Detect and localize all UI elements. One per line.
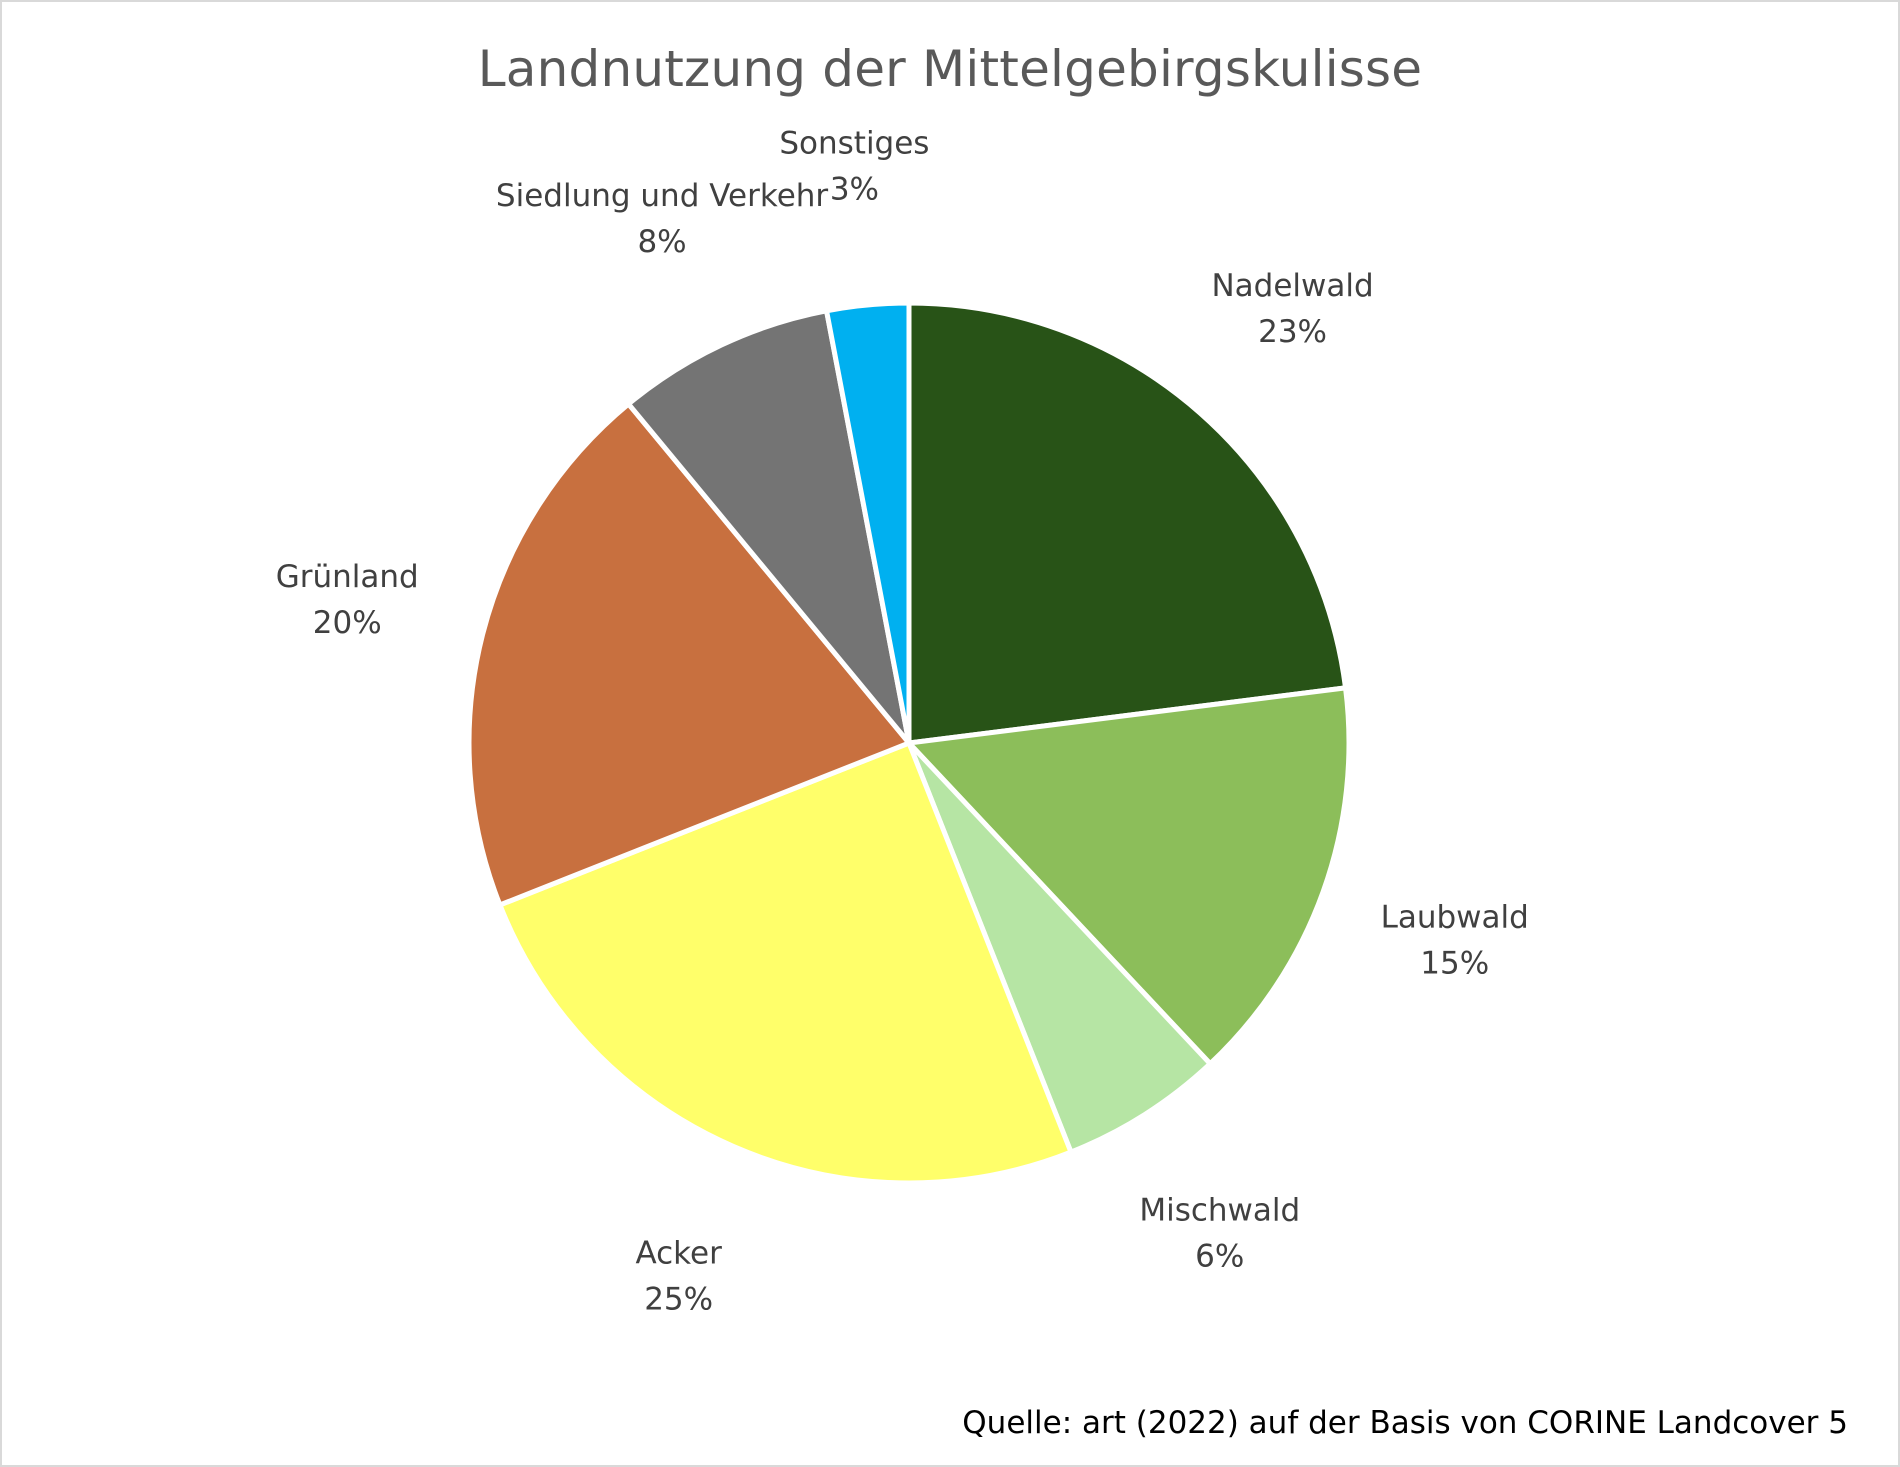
- data-label-category: Grünland: [276, 559, 419, 595]
- data-label-value: 25%: [644, 1281, 713, 1317]
- data-label-value: 20%: [313, 605, 382, 641]
- data-label-category: Mischwald: [1139, 1193, 1300, 1229]
- data-label-laubwald: Laubwald 15%: [1381, 899, 1529, 981]
- chart-title: Landnutzung der Mittelgebirgskulisse: [477, 40, 1423, 98]
- pie-slice-gruenland: [466, 401, 912, 908]
- pie-slice-laubwald: [906, 685, 1352, 1067]
- data-label-value: 3%: [830, 172, 879, 208]
- pie-labels: Nadelwald 23% Laubwald 15% Mischwald 6% Acker 2…: [276, 126, 1529, 1318]
- data-label-value: 6%: [1195, 1239, 1244, 1275]
- pie-slice-mischwald: [906, 740, 1213, 1155]
- data-label-category: Siedlung und Verkehr: [496, 178, 828, 214]
- pie-slices: [466, 300, 1352, 1186]
- data-label-value: 23%: [1258, 314, 1327, 350]
- source-note: Quelle: art (2022) auf der Basis von COR…: [962, 1405, 1848, 1441]
- data-label-mischwald: Mischwald 6%: [1139, 1193, 1300, 1275]
- data-label-sonstiges: Sonstiges 3%: [779, 126, 929, 208]
- data-label-siedlung-und-verkehr: Siedlung und Verkehr 8%: [496, 178, 828, 260]
- data-label-gruenland: Grünland 20%: [276, 559, 419, 641]
- data-label-value: 15%: [1420, 945, 1489, 981]
- pie-slice-acker: [497, 740, 1074, 1186]
- pie-slice-sonstiges: [824, 300, 912, 746]
- data-label-category: Nadelwald: [1211, 268, 1373, 304]
- data-label-category: Acker: [635, 1235, 722, 1271]
- data-label-category: Sonstiges: [779, 126, 929, 162]
- data-label-value: 8%: [637, 224, 686, 260]
- data-label-category: Laubwald: [1381, 899, 1529, 935]
- data-label-nadelwald: Nadelwald 23%: [1211, 268, 1373, 350]
- data-label-acker: Acker 25%: [635, 1235, 722, 1317]
- pie-slice-nadelwald: [906, 300, 1349, 746]
- pie-slice-siedlung-und-verkehr: [626, 308, 912, 746]
